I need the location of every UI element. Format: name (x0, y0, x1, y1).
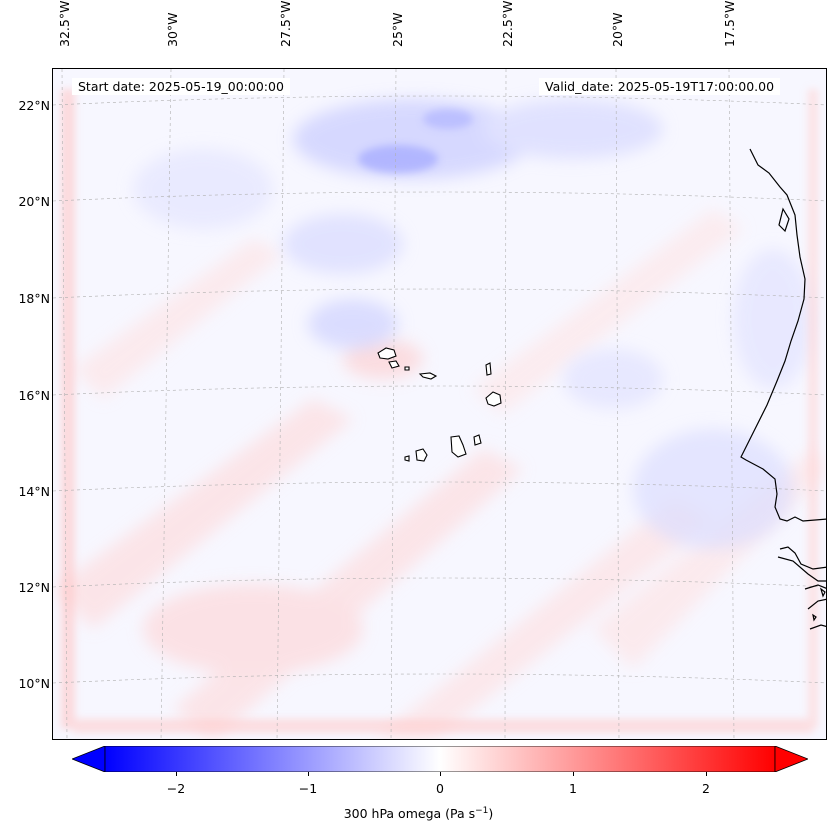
colorbar-tick-label: 1 (569, 781, 577, 796)
colorbar-tickmark (176, 772, 177, 776)
colorbar-gradient (104, 746, 776, 772)
colorbar-label: 300 hPa omega (Pa s−1) (343, 806, 494, 822)
lon-label-30w: 30°W (165, 12, 180, 47)
lat-label-10n: 10°N (18, 676, 50, 691)
africa-coastline (740, 148, 826, 630)
valid-date-label: Valid_date: 2025-05-19T17:00:00.00 (539, 78, 781, 95)
colorbar-high-extend-arrow (774, 746, 808, 772)
colorbar (72, 746, 808, 772)
boundary-artifact (61, 89, 818, 733)
colorbar-tickmark (706, 772, 707, 776)
lat-label-18n: 18°N (18, 291, 50, 306)
lon-label-17-5w: 17.5°W (722, 0, 737, 47)
colorbar-tick-label: −1 (298, 781, 318, 796)
colorbar-tickmark (308, 772, 309, 776)
lon-label-20w: 20°W (610, 12, 625, 47)
lon-label-22-5w: 22.5°W (500, 0, 515, 47)
lat-label-22n: 22°N (18, 98, 50, 113)
lon-label-27-5w: 27.5°W (278, 0, 293, 47)
colorbar-tick-label: −2 (166, 781, 186, 796)
lat-label-14n: 14°N (18, 484, 50, 499)
lat-label-20n: 20°N (18, 194, 50, 209)
graticule (53, 69, 826, 739)
lon-label-25w: 25°W (390, 12, 405, 47)
colorbar-tick-label: 2 (702, 781, 710, 796)
cape-verde-islands (377, 347, 502, 462)
colorbar-low-extend-arrow (72, 746, 106, 772)
colorbar-tickmark (573, 772, 574, 776)
lon-label-32-5w: 32.5°W (57, 0, 72, 47)
negative-omega-patches (133, 99, 813, 549)
lat-label-16n: 16°N (18, 388, 50, 403)
colorbar-tick-label: 0 (436, 781, 444, 796)
start-date-label: Start date: 2025-05-19_00:00:00 (72, 78, 290, 95)
omega-field-map (53, 69, 826, 739)
map-panel (52, 68, 827, 740)
lat-label-12n: 12°N (18, 580, 50, 595)
colorbar-tickmark (440, 772, 441, 776)
